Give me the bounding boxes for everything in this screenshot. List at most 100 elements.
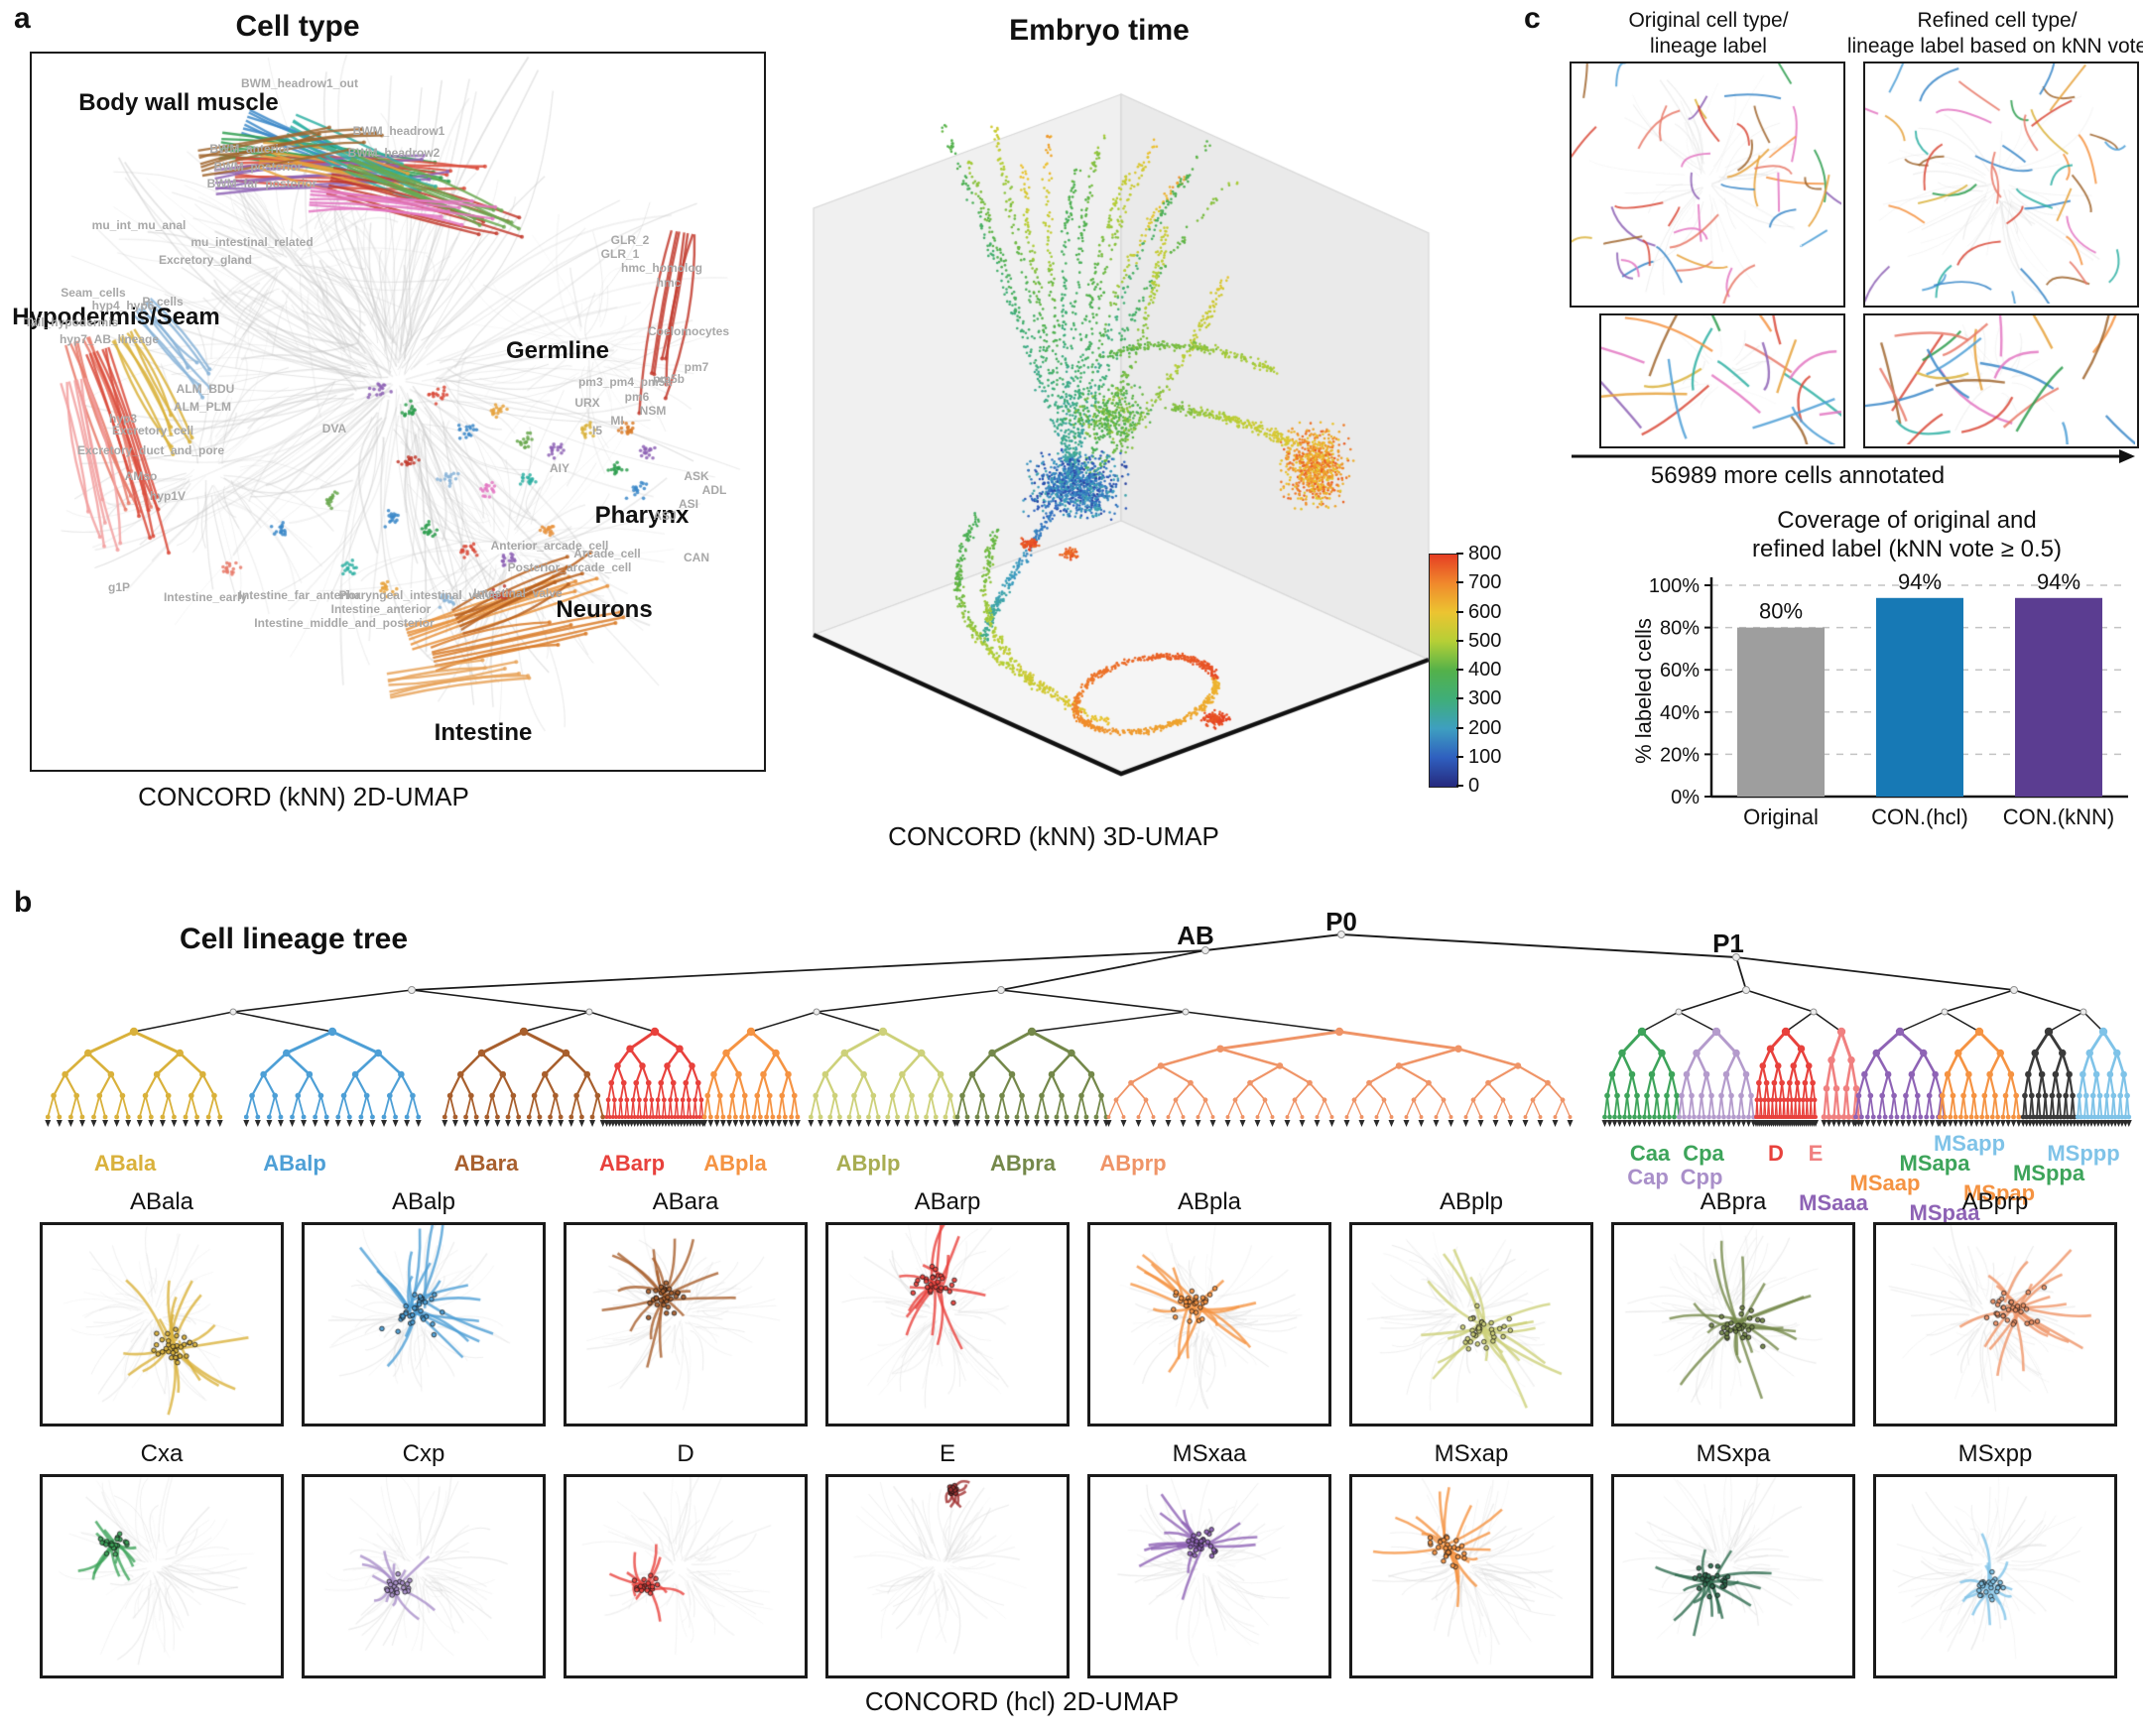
tree-edge: [138, 1095, 147, 1118]
tree-edge: [1160, 1064, 1192, 1084]
tree-node: [1855, 1092, 1862, 1099]
y-tick-label: 60%: [1660, 660, 1700, 682]
tree-node: [1870, 1114, 1876, 1120]
tree-leaf-marker: [56, 1120, 63, 1127]
colorbar-tick-label: 500: [1468, 629, 1502, 652]
tree-edge: [2023, 1073, 2030, 1096]
tree-node: [1766, 1097, 1771, 1103]
tree-edge: [1100, 1095, 1107, 1118]
tree-node: [125, 1114, 131, 1120]
tree-edge: [725, 1030, 752, 1054]
tree-node: [398, 1070, 405, 1078]
tree-edge: [1724, 1073, 1733, 1096]
tree-node: [2024, 1114, 2030, 1120]
colorbar-tick-label: 800: [1468, 543, 1502, 564]
tree-leaf-marker: [148, 1120, 155, 1127]
tree-node: [1225, 1115, 1230, 1119]
tree-node: [2038, 1114, 2043, 1120]
tree-node: [137, 1114, 143, 1120]
tree-node: [649, 1097, 655, 1103]
tree-node: [2117, 1092, 2124, 1099]
tree-edge: [528, 1095, 536, 1118]
tree-node: [278, 1114, 284, 1120]
tree-edge: [1383, 1099, 1393, 1118]
tree-edge: [207, 1095, 215, 1118]
umap-region-label: Germline: [505, 337, 610, 364]
tree-leaf-marker: [1983, 1120, 1990, 1127]
tree-edge: [753, 1095, 759, 1118]
subpanel-plot: [1349, 1474, 1593, 1678]
tree-leaf-marker: [578, 1120, 585, 1127]
tree-node: [1812, 1097, 1818, 1103]
tree-node: [51, 1092, 57, 1099]
tree-edge: [1875, 1030, 1902, 1054]
tree-leaf-marker: [1937, 1120, 1944, 1127]
tree-leaf-marker: [1621, 1120, 1628, 1127]
tree-edge: [262, 1073, 277, 1097]
tree-node: [694, 1115, 699, 1119]
tree-edge: [1899, 1011, 1946, 1033]
tree-node: [909, 1092, 915, 1099]
tree-leaf-marker: [954, 1120, 960, 1127]
tree-edge: [663, 1099, 667, 1118]
tree-node: [2022, 1092, 2028, 1099]
tree-edge: [1869, 1095, 1875, 1118]
tree-edge: [930, 1073, 943, 1096]
tree-edge: [1646, 1095, 1651, 1118]
tree-node: [610, 1115, 615, 1119]
tree-edge: [591, 1095, 599, 1118]
tree-leaf-marker: [2010, 1120, 2017, 1127]
tree-node: [1924, 1114, 1930, 1120]
tree-node: [1853, 1114, 1858, 1120]
lineage-subpanel-MSxpp: MSxpp: [1873, 1440, 2117, 1684]
tree-node: [2106, 1070, 2114, 1078]
tree-edge: [533, 1095, 541, 1118]
tree-node: [605, 1097, 611, 1103]
tree-edge: [1744, 1073, 1753, 1096]
tree-node: [1255, 1115, 1260, 1119]
tree-edge: [1316, 1099, 1325, 1118]
y-tick-label: 40%: [1660, 702, 1700, 724]
tree-node: [1667, 1114, 1672, 1120]
tree-node: [626, 1115, 631, 1119]
tree-edge: [654, 1030, 681, 1051]
tree-node: [1196, 1115, 1200, 1119]
tree-edge: [1435, 1099, 1445, 1118]
tree-node: [1845, 1114, 1852, 1120]
tree-edge: [1137, 1099, 1147, 1118]
tree-edge: [2065, 1095, 2069, 1118]
lineage-subpanel-ABalp: ABalp: [302, 1188, 546, 1432]
tree-edge: [862, 1073, 875, 1096]
tree-edge: [1916, 1095, 1922, 1118]
tree-edge: [731, 1095, 737, 1118]
tree-node: [1973, 1114, 1979, 1120]
tree-edge: [485, 1095, 493, 1118]
tree-edge: [672, 1082, 678, 1100]
tree-node: [764, 1114, 770, 1120]
subpanel-title: ABarp: [914, 1188, 981, 1215]
tree-edge: [1670, 1073, 1679, 1096]
celltype-umap-canvas: [32, 54, 763, 769]
tree-node: [600, 1114, 606, 1120]
tree-node: [795, 1114, 801, 1120]
tree-node: [1545, 1079, 1551, 1086]
tree-node: [739, 1114, 745, 1120]
tree-edge: [549, 1095, 557, 1118]
tree-edge: [1000, 949, 1206, 991]
tree-edge: [156, 1073, 170, 1097]
tree-edge: [274, 1095, 282, 1118]
tree-edge: [2119, 1095, 2123, 1118]
tree-edge: [901, 1073, 914, 1096]
umap-cell-label: g1P: [107, 580, 131, 594]
tree-node: [243, 1114, 249, 1120]
tree-node: [878, 1027, 888, 1037]
tree-edge: [1844, 1059, 1853, 1089]
tree-leaf-marker: [1830, 1120, 1837, 1127]
tree-leaf-marker: [1150, 1120, 1157, 1127]
tree-leaf-marker: [102, 1120, 109, 1127]
tree-edge: [1185, 1011, 1340, 1033]
tree-edge: [2095, 1073, 2101, 1096]
tree-node: [779, 1092, 786, 1099]
tree-edge: [774, 1052, 790, 1075]
tree-edge: [815, 1095, 821, 1118]
